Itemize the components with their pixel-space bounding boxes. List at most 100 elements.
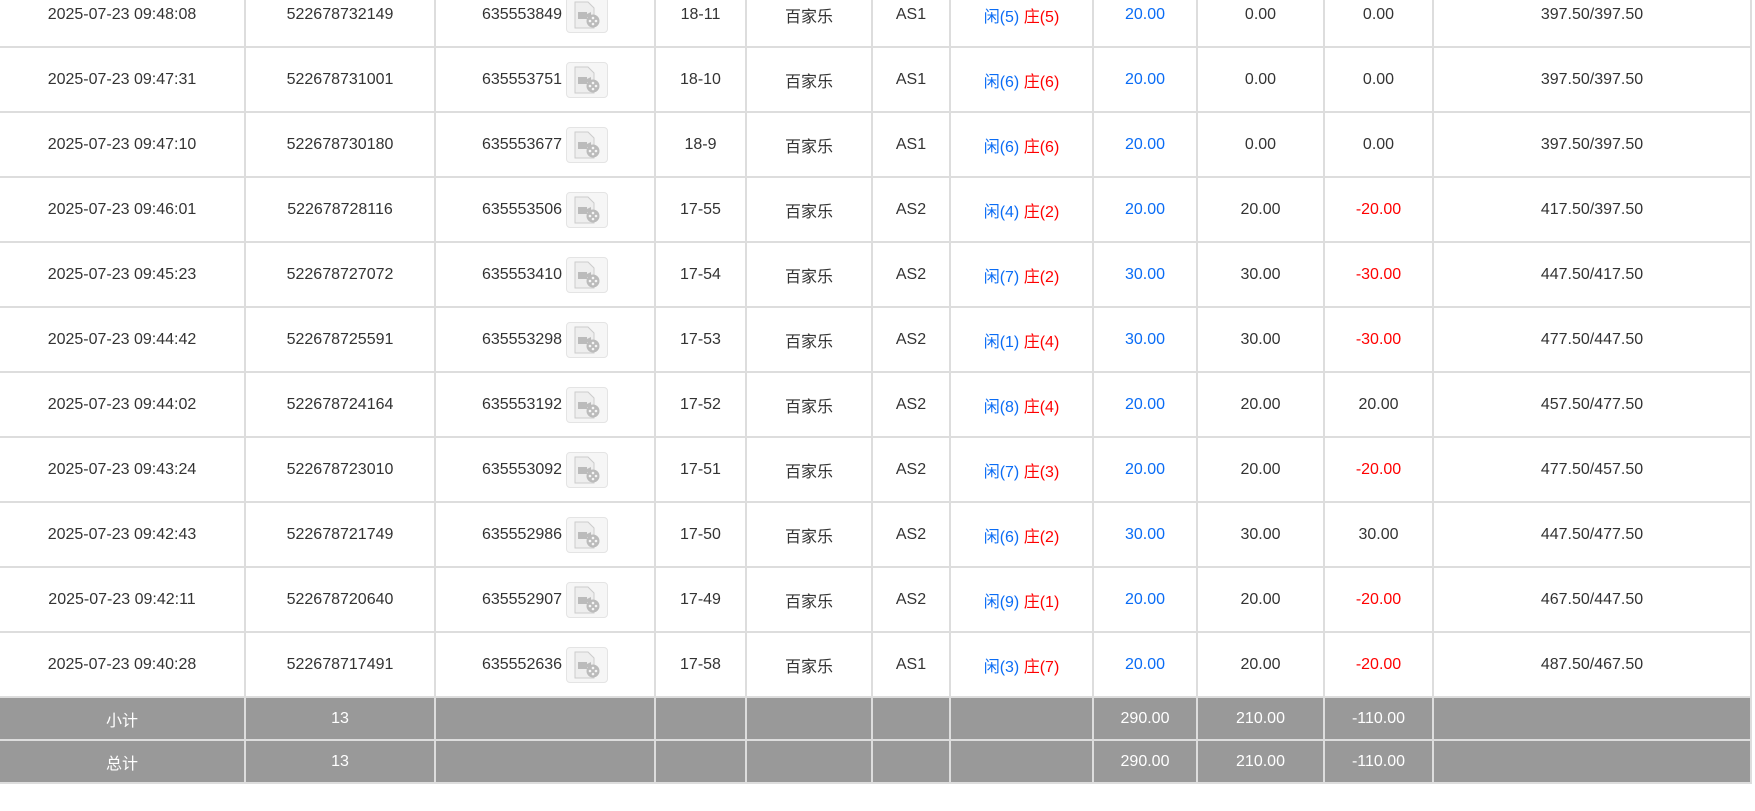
order-number: 522678723010 [244, 436, 436, 503]
valid-bet: 0.00 [1196, 111, 1325, 178]
game-id: 635553410 [481, 265, 563, 283]
result-cell: 闲(4) 庄(2) [949, 176, 1094, 243]
summary-valid: 210.00 [1196, 696, 1325, 741]
video-file-icon[interactable] [566, 126, 609, 163]
table-name: AS2 [871, 241, 951, 308]
round-number: 17-55 [654, 176, 747, 243]
game-id: 635553092 [481, 460, 563, 478]
valid-bet: 20.00 [1196, 631, 1325, 698]
game-id: 635553677 [481, 135, 563, 153]
game-type: 百家乐 [745, 46, 873, 113]
game-id: 635552986 [481, 525, 563, 543]
table-row: 2025-07-23 09:45:23 522678727072 6355534… [0, 241, 1752, 308]
bet-time: 2025-07-23 09:42:11 [0, 566, 246, 633]
video-file-icon[interactable] [566, 256, 609, 293]
bet-amount: 20.00 [1092, 566, 1198, 633]
summary-win-loss: -110.00 [1323, 739, 1434, 784]
result-cell: 闲(1) 庄(4) [949, 306, 1094, 373]
video-file-icon[interactable] [566, 516, 609, 553]
player-result: 闲(5) [983, 8, 1020, 26]
bet-time: 2025-07-23 09:44:42 [0, 306, 246, 373]
table-name: AS1 [871, 0, 951, 48]
order-number: 522678720640 [244, 566, 436, 633]
bet-time: 2025-07-23 09:40:28 [0, 631, 246, 698]
banker-result: 庄(2) [1023, 268, 1060, 286]
win-loss: -20.00 [1323, 176, 1434, 243]
balance: 447.50/477.50 [1432, 501, 1752, 568]
video-file-icon[interactable] [566, 321, 609, 358]
valid-bet: 20.00 [1196, 176, 1325, 243]
game-type: 百家乐 [745, 436, 873, 503]
player-result: 闲(6) [983, 73, 1020, 91]
result-cell: 闲(6) 庄(6) [949, 111, 1094, 178]
bet-amount: 30.00 [1092, 306, 1198, 373]
player-result: 闲(1) [983, 333, 1020, 351]
video-file-icon[interactable] [566, 646, 609, 683]
order-number: 522678724164 [244, 371, 436, 438]
summary-bet: 290.00 [1092, 739, 1198, 784]
bet-amount: 20.00 [1092, 436, 1198, 503]
table-row: 2025-07-23 09:40:28 522678717491 6355526… [0, 631, 1752, 698]
balance: 417.50/397.50 [1432, 176, 1752, 243]
game-type: 百家乐 [745, 501, 873, 568]
win-loss: -20.00 [1323, 566, 1434, 633]
balance: 397.50/397.50 [1432, 0, 1752, 48]
video-file-icon[interactable] [566, 451, 609, 488]
game-id-cell: 635553192 [434, 371, 656, 438]
game-id-cell: 635552986 [434, 501, 656, 568]
order-number: 522678727072 [244, 241, 436, 308]
summary-win-loss: -110.00 [1323, 696, 1434, 741]
table-row: 2025-07-23 09:42:11 522678720640 6355529… [0, 566, 1752, 633]
banker-result: 庄(3) [1023, 463, 1060, 481]
result-cell: 闲(7) 庄(2) [949, 241, 1094, 308]
table-name: AS2 [871, 436, 951, 503]
win-loss: 20.00 [1323, 371, 1434, 438]
game-type: 百家乐 [745, 631, 873, 698]
bet-time: 2025-07-23 09:44:02 [0, 371, 246, 438]
bet-amount: 30.00 [1092, 501, 1198, 568]
banker-result: 庄(4) [1023, 333, 1060, 351]
banker-result: 庄(6) [1023, 138, 1060, 156]
order-number: 522678731001 [244, 46, 436, 113]
result-cell: 闲(8) 庄(4) [949, 371, 1094, 438]
game-id-cell: 635553849 [434, 0, 656, 48]
banker-result: 庄(2) [1023, 203, 1060, 221]
order-number: 522678732149 [244, 0, 436, 48]
valid-bet: 20.00 [1196, 371, 1325, 438]
game-id: 635552907 [481, 590, 563, 608]
player-result: 闲(6) [983, 138, 1020, 156]
table-row: 2025-07-23 09:42:43 522678721749 6355529… [0, 501, 1752, 568]
summary-row: 小计 13 290.00 210.00 -110.00 [0, 696, 1752, 741]
round-number: 17-54 [654, 241, 747, 308]
player-result: 闲(4) [983, 203, 1020, 221]
game-type: 百家乐 [745, 241, 873, 308]
banker-result: 庄(6) [1023, 73, 1060, 91]
game-id-cell: 635553298 [434, 306, 656, 373]
game-type: 百家乐 [745, 306, 873, 373]
table-row: 2025-07-23 09:43:24 522678723010 6355530… [0, 436, 1752, 503]
valid-bet: 20.00 [1196, 566, 1325, 633]
video-file-icon[interactable] [566, 581, 609, 618]
round-number: 17-49 [654, 566, 747, 633]
game-type: 百家乐 [745, 111, 873, 178]
balance: 397.50/397.50 [1432, 46, 1752, 113]
banker-result: 庄(4) [1023, 398, 1060, 416]
game-type: 百家乐 [745, 176, 873, 243]
summary-row: 总计 13 290.00 210.00 -110.00 [0, 739, 1752, 784]
banker-result: 庄(1) [1023, 593, 1060, 611]
summary-count: 13 [244, 696, 436, 741]
video-file-icon[interactable] [566, 0, 609, 33]
table-name: AS2 [871, 371, 951, 438]
video-file-icon[interactable] [566, 386, 609, 423]
summary-bet: 290.00 [1092, 696, 1198, 741]
banker-result: 庄(7) [1023, 658, 1060, 676]
bet-amount: 30.00 [1092, 241, 1198, 308]
table-name: AS2 [871, 566, 951, 633]
banker-result: 庄(5) [1023, 8, 1060, 26]
table-name: AS1 [871, 111, 951, 178]
valid-bet: 30.00 [1196, 501, 1325, 568]
balance: 447.50/417.50 [1432, 241, 1752, 308]
video-file-icon[interactable] [566, 61, 609, 98]
video-file-icon[interactable] [566, 191, 609, 228]
bet-time: 2025-07-23 09:47:31 [0, 46, 246, 113]
